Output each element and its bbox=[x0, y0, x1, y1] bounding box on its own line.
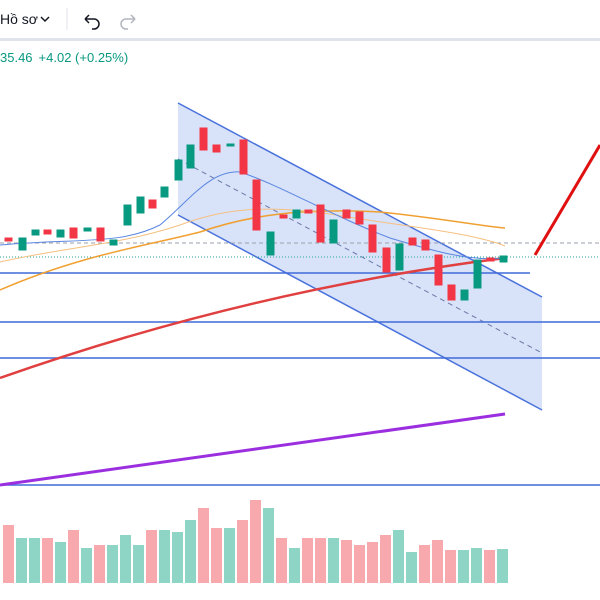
legend: 35.46 +4.02 (+0.25%) bbox=[0, 50, 134, 65]
toolbar-icons bbox=[40, 8, 136, 30]
ma-fast bbox=[0, 171, 506, 260]
candles bbox=[4, 127, 508, 301]
channel-mid bbox=[177, 158, 543, 354]
layout-button[interactable]: Hồ sơ bbox=[0, 11, 38, 27]
ma-slow bbox=[0, 208, 506, 263]
redo-button[interactable] bbox=[120, 14, 136, 30]
price: 35.46 bbox=[0, 50, 33, 65]
ma-mid bbox=[0, 210, 506, 291]
undo-button[interactable] bbox=[84, 14, 100, 30]
ma-trend bbox=[0, 412, 506, 487]
dropdown-caret[interactable] bbox=[40, 16, 50, 23]
change: +4.02 (+0.25%) bbox=[38, 50, 129, 65]
channel-top bbox=[177, 102, 543, 298]
trend-arrow bbox=[533, 144, 600, 256]
channel-fill bbox=[178, 103, 542, 410]
toolbar: Hồ sơ bbox=[0, 0, 600, 41]
volume-bars bbox=[3, 500, 508, 583]
channel-bottom bbox=[177, 214, 543, 411]
ma-long bbox=[0, 256, 506, 380]
